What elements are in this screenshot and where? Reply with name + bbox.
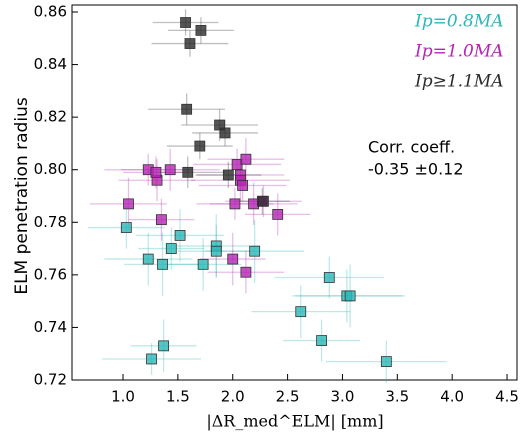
legend-entry: Ip≥1.1MA [414,72,504,92]
data-point [123,198,134,210]
data-point [194,140,206,152]
data-point [210,245,222,257]
data-point [180,17,191,28]
data-point [158,340,170,352]
data-point [222,169,234,181]
data-point [181,103,193,115]
x-axis-label: |ΔR_med^ELM| [mm] [206,412,383,431]
x-tick-label: 4.5 [495,388,519,406]
y-tick-label: 0.82 [34,108,67,126]
y-tick-label: 0.84 [34,55,67,73]
data-point [197,258,209,270]
data-point [150,166,162,178]
data-point [380,356,392,368]
data-point [219,127,231,139]
data-point [164,164,176,176]
data-point [120,222,132,233]
data-point [229,198,241,210]
x-tick-label: 1.0 [111,388,135,406]
x-tick-label: 1.5 [166,388,190,406]
data-point [195,24,207,36]
data-point [272,208,284,220]
data-point [214,119,225,131]
legend-entry: Ip=1.0MA [414,42,504,62]
data-point [227,253,239,265]
annotation: Corr. coeff. [368,138,455,157]
x-tick-label: 3.0 [331,388,355,406]
annotation: -0.35 ±0.12 [368,160,464,179]
data-point [344,290,356,302]
data-point [174,230,186,241]
y-tick-label: 0.78 [34,213,67,231]
y-tick-label: 0.74 [34,318,67,336]
data-point [157,258,168,270]
y-tick-label: 0.80 [34,160,67,178]
x-tick-label: 2.0 [221,388,245,406]
data-point [146,353,157,365]
data-point [249,245,261,257]
y-tick-label: 0.76 [34,265,67,283]
data-point [165,243,177,254]
data-point [295,306,307,318]
legend-entry: Ip=0.8MA [414,12,504,32]
data-point [182,166,194,178]
data-point [316,335,328,346]
data-point [240,153,252,165]
data-point [323,272,335,283]
y-axis-label: ELM penetration radius [12,97,32,295]
y-tick-label: 0.86 [34,3,67,21]
plot-frame [71,4,518,381]
data-point [256,195,268,207]
data-point [184,38,196,49]
y-tick-label: 0.72 [34,371,67,389]
data-point [240,266,252,278]
data-point [237,180,249,191]
data-point [142,253,154,265]
data-point [156,214,167,226]
x-tick-label: 4.0 [440,388,464,406]
x-tick-label: 3.5 [385,388,409,406]
x-tick-label: 2.5 [276,388,300,406]
